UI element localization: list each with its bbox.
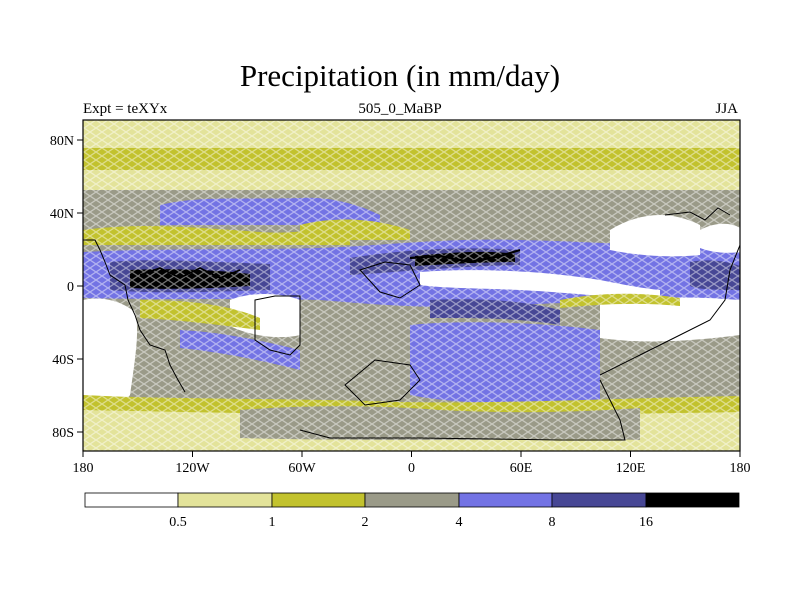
coastlines <box>83 207 740 441</box>
legend-label: 1 <box>269 515 276 530</box>
coastline-east <box>599 244 740 376</box>
x-tick-label: 0 <box>408 461 415 476</box>
legend-label: 0.5 <box>169 515 187 530</box>
coastline-antarctica <box>299 379 626 441</box>
legend-label: 16 <box>639 515 653 530</box>
experiment-label: Expt = teXYx <box>83 101 168 117</box>
legend-swatch-2 <box>271 492 366 508</box>
legend-swatch-1 <box>177 492 273 508</box>
hatching-overlay <box>83 120 740 451</box>
coastline-north-east <box>664 207 731 221</box>
y-tick-label: 40N <box>50 207 74 222</box>
x-tick-label: 60W <box>288 461 316 476</box>
y-tick-label: 80N <box>50 134 74 149</box>
season-label: JJA <box>715 101 738 117</box>
coastline-west <box>83 239 186 393</box>
legend-swatch-0 <box>84 492 179 508</box>
x-tick-label: 120W <box>175 461 210 476</box>
contour-pacific-max <box>139 267 241 279</box>
y-tick-label: 40S <box>52 353 74 368</box>
axis-ticks <box>77 139 741 457</box>
legend-label: 2 <box>362 515 369 530</box>
period-label: 505_0_MaBP <box>358 101 442 117</box>
y-tick-labels: 80N 40N 0 40S 80S <box>50 134 74 441</box>
coastline-africa <box>359 261 421 299</box>
map-title: Precipitation (in mm/day) <box>239 58 561 93</box>
x-tick-labels: 180 120W 60W 0 60E 120E 180 <box>73 461 751 476</box>
x-tick-label: 60E <box>510 461 533 476</box>
x-tick-label: 180 <box>730 461 751 476</box>
y-tick-label: 80S <box>52 426 74 441</box>
legend-swatch-6 <box>645 492 740 508</box>
x-tick-label: 180 <box>73 461 94 476</box>
coastline-heavy-line <box>409 248 521 264</box>
coastline-south-america <box>254 295 301 356</box>
coastline-island <box>344 359 421 406</box>
legend-label: 8 <box>549 515 556 530</box>
precip-field <box>83 120 740 451</box>
x-tick-label: 120E <box>616 461 646 476</box>
legend-swatch-3 <box>364 492 460 508</box>
legend-label: 4 <box>456 515 463 530</box>
legend-swatch-4 <box>458 492 553 508</box>
color-legend: 0.5 1 2 4 8 16 <box>84 492 740 530</box>
y-tick-label: 0 <box>67 280 74 295</box>
legend-swatch-5 <box>551 492 647 508</box>
